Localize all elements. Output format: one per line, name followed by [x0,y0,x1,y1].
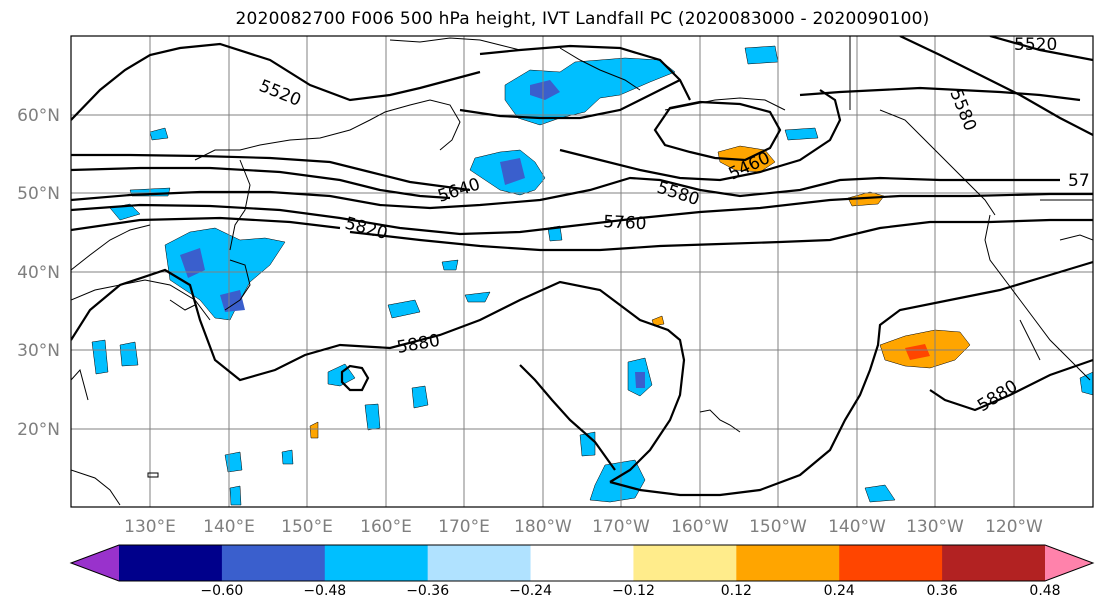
colorbar-segment [736,545,840,581]
colorbar-segment [942,545,1046,581]
lat-label: 60°N [17,106,60,126]
colorbar-segment [839,545,943,581]
contour-label: 5520 [1014,35,1057,55]
colorbar-tick-label: 0.48 [1029,583,1060,599]
lon-label: 130°E [124,517,176,537]
latitude-labels: 60°N 50°N 40°N 30°N 20°N [17,106,60,440]
lat-label: 20°N [17,420,60,440]
contour-label: 5760 [603,212,647,234]
lon-label: 150°E [281,517,333,537]
map-frame [70,35,1094,508]
colorbar-tick-label: −0.36 [406,583,449,599]
lon-label: 170°E [438,517,490,537]
colorbar-extend-low [71,545,119,581]
height-contours [71,36,1093,497]
lon-label: 170°W [592,517,650,537]
colorbar: −0.60 −0.48 −0.36 −0.24 −0.12 0.12 0.24 0.36 0.4… [69,544,1095,599]
lon-label: 140°E [203,517,255,537]
colorbar-segment [119,545,223,581]
colorbar-segment [530,545,634,581]
colorbar-tick-label: −0.60 [200,583,243,599]
longitude-labels: 130°E 140°E 150°E 160°E 170°E 180°W 170°… [124,517,1043,537]
lon-label: 180°W [514,517,572,537]
colorbar-tick-label: −0.12 [612,583,655,599]
lat-label: 30°N [17,341,60,361]
lon-label: 140°W [828,517,886,537]
ivt-negative-regions [91,45,1093,506]
colorbar-tick-label: 0.12 [721,583,752,599]
lon-label: 130°W [906,517,964,537]
coastlines [71,36,1093,506]
lat-label: 50°N [17,184,60,204]
colorbar-tick-label: −0.24 [509,583,552,599]
lon-label: 150°W [749,517,807,537]
colorbar-tick-label: 0.24 [824,583,855,599]
figure-title: 2020082700 F006 500 hPa height, IVT Land… [235,9,930,29]
colorbar-tick-label: 0.36 [927,583,958,599]
colorbar-extend-high [1045,545,1093,581]
colorbar-segment [221,545,326,581]
colorbar-tick-label: −0.48 [303,583,346,599]
contour-label: 57 [1068,171,1090,191]
colorbar-outline [69,544,1095,582]
lat-label: 40°N [17,263,60,283]
lon-label: 160°E [360,517,412,537]
colorbar-segment [324,545,429,581]
lon-label: 160°W [671,517,729,537]
colorbar-segment [633,545,737,581]
colorbar-segment [427,545,532,581]
lon-label: 120°W [985,517,1043,537]
